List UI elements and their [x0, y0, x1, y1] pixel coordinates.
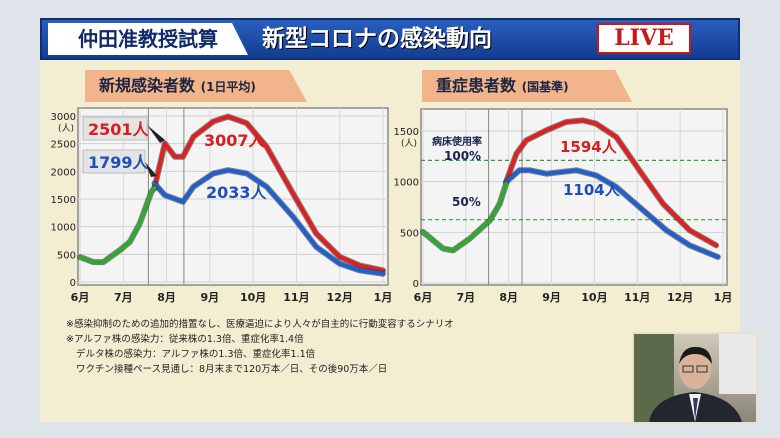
presenter-video-inset	[632, 332, 758, 424]
plot-area	[420, 108, 728, 286]
series-line	[504, 168, 720, 259]
x-tick-label: 1月	[374, 291, 393, 304]
callout-arrow-red	[147, 125, 165, 143]
live-badge: LIVE	[597, 23, 691, 54]
x-tick-label: 6月	[71, 291, 90, 304]
label-red-peak: 1594人	[560, 138, 618, 156]
chart2-callouts: 病床使用率 100% 50% 1594人 1104人	[432, 135, 621, 209]
callout-box-blue	[82, 149, 146, 174]
series-line	[152, 168, 385, 276]
chart2-title: 重症患者数	[436, 76, 517, 95]
series-line	[78, 185, 157, 265]
label-blue-peak: 1104人	[563, 181, 621, 199]
x-tick-label: 1月	[714, 291, 733, 304]
scenario-notes: ※感染抑制のための追加的措置なし、医療逼迫により人々が自主的に行動変容するシナリ…	[66, 317, 454, 377]
bed-usage-title: 病床使用率	[432, 135, 482, 148]
y-tick-label: 500	[400, 228, 419, 239]
x-tick-label: 12月	[667, 291, 693, 304]
series-line	[504, 118, 719, 248]
label-red-peak: 3007人	[204, 131, 266, 150]
x-tick-label: 11月	[283, 291, 309, 304]
callout-arrow-blue	[145, 162, 157, 177]
y-tick-label: 2500	[51, 140, 76, 151]
y-tick-label: 500	[57, 250, 76, 261]
broadcast-title: 新型コロナの感染動向	[262, 26, 492, 52]
x-tick-label: 7月	[457, 291, 476, 304]
chart1-title: 新規感染者数	[99, 76, 196, 95]
x-tick-label: 9月	[201, 291, 220, 304]
y-tick-label: 1000	[51, 223, 76, 234]
x-tick-label: 8月	[499, 291, 518, 304]
callout-red-initial: 2501人	[88, 120, 150, 139]
x-tick-label: 12月	[327, 291, 353, 304]
x-tick-label: 6月	[414, 291, 433, 304]
y-tick-label: 3000	[51, 112, 76, 123]
threshold-label-100: 100%	[444, 149, 481, 163]
y-tick-label: 0	[70, 278, 76, 289]
threshold-label-50: 50%	[452, 195, 481, 209]
y-tick-label: 1000	[394, 178, 419, 189]
note-line: デルタ株の感染力：アルファ株の1.3倍、重症化率1.1倍	[76, 349, 316, 360]
x-tick-label: 10月	[581, 291, 607, 304]
series-line	[152, 114, 385, 273]
note-line: ワクチン接種ペース見通し：8月末まで120万本／日、その後90万本／日	[76, 364, 388, 375]
presenter-label: 仲田准教授試算	[48, 23, 248, 55]
chart1-title-tag: 新規感染者数 (1日平均)	[85, 70, 307, 102]
note-line: ※感染抑制のための追加的措置なし、医療逼迫により人々が自主的に行動変容するシナリ…	[66, 319, 454, 330]
chart-severe-cases: 0 500 1000 1500(人) 6月 7月 8月 9月 10月 11月 12月 1月	[394, 108, 733, 304]
chart2-title-tag: 重症患者数 (国基準)	[422, 70, 632, 102]
x-tick-label: 8月	[157, 291, 176, 304]
y-tick-label: 1500	[394, 127, 419, 138]
y-tick-label: 1500	[51, 195, 76, 206]
chart1-callouts: 2501人 1799人 3007人 2033人	[82, 116, 268, 202]
callout-blue-initial: 1799人	[88, 153, 150, 172]
x-tick-label: 7月	[114, 291, 133, 304]
x-tick-label: 10月	[240, 291, 266, 304]
x-tick-label: 11月	[624, 291, 650, 304]
chart2-subtitle: (国基準)	[521, 80, 569, 94]
note-line: ※アルファ株の感染力：従来株の1.3倍、重症化率1.4倍	[66, 334, 304, 345]
y-tick-label: 2000	[51, 167, 76, 178]
y-tick-label: 0	[413, 279, 419, 290]
callout-box-red	[82, 116, 148, 141]
y-unit-label: (人)	[58, 123, 74, 134]
label-blue-peak: 2033人	[206, 183, 268, 202]
chart1-subtitle: (1日平均)	[200, 80, 256, 94]
series-line	[421, 181, 509, 253]
x-tick-label: 9月	[542, 291, 561, 304]
presenter-image	[634, 334, 756, 422]
y-unit-label: (人)	[401, 138, 417, 149]
